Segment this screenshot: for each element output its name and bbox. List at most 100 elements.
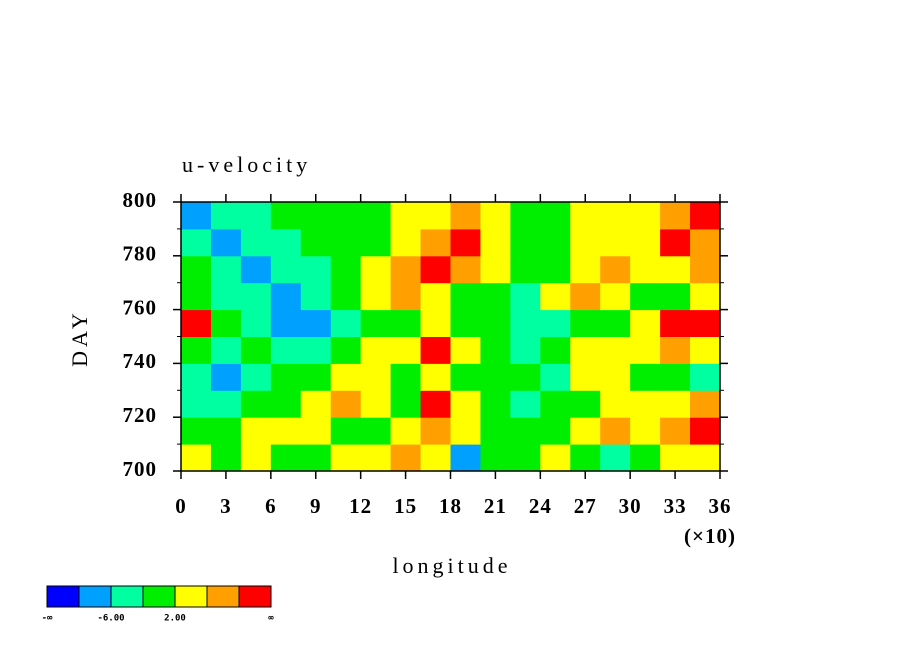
y-axis-label: DAY xyxy=(67,309,92,367)
cell xyxy=(690,336,721,364)
cell xyxy=(390,444,422,472)
cell xyxy=(570,444,601,472)
cell xyxy=(600,417,631,445)
cell xyxy=(660,309,691,337)
cell xyxy=(600,282,631,311)
x-tick-label: 12 xyxy=(349,494,372,518)
chart-title: u-velocity xyxy=(182,152,311,177)
cell xyxy=(420,444,451,472)
x-tick-label: 21 xyxy=(484,494,507,518)
cell xyxy=(181,228,212,257)
cell xyxy=(540,336,571,364)
cell xyxy=(390,390,422,418)
cell xyxy=(450,202,481,230)
cell xyxy=(420,363,451,391)
cell xyxy=(420,336,451,364)
cell xyxy=(510,417,541,445)
cell xyxy=(300,444,332,472)
x-tick-label: 27 xyxy=(574,494,597,518)
cell xyxy=(510,228,541,257)
cell xyxy=(450,390,481,418)
cell xyxy=(420,417,451,445)
cell xyxy=(240,390,272,418)
cell xyxy=(660,202,691,230)
cell xyxy=(540,417,571,445)
cell xyxy=(600,309,631,337)
cell xyxy=(540,390,571,418)
cell xyxy=(540,309,571,337)
colorbar-box xyxy=(174,585,208,608)
cell xyxy=(630,282,661,311)
cell xyxy=(600,444,631,472)
cell xyxy=(690,255,721,284)
cell xyxy=(630,417,661,445)
cell xyxy=(450,417,481,445)
cell xyxy=(570,228,601,257)
cell xyxy=(390,309,422,337)
cell xyxy=(630,336,661,364)
x-axis-label: longitude xyxy=(392,553,511,578)
cell xyxy=(510,282,541,311)
cell xyxy=(330,444,362,472)
cell xyxy=(360,417,392,445)
cell xyxy=(690,282,721,311)
cell xyxy=(360,202,392,230)
cell xyxy=(630,228,661,257)
colorbar-box xyxy=(206,585,240,608)
x-tick-label: 33 xyxy=(664,494,687,518)
cell xyxy=(420,309,451,337)
cell xyxy=(480,444,511,472)
cell xyxy=(690,202,721,230)
cell xyxy=(600,363,631,391)
cell xyxy=(690,417,721,445)
cell xyxy=(270,444,302,472)
cell xyxy=(270,417,302,445)
colorbar-box xyxy=(142,585,176,608)
colorbar-label: -∞ xyxy=(42,614,53,624)
x-tick-label: 9 xyxy=(310,494,322,518)
y-tick-label: 780 xyxy=(123,242,158,266)
cell xyxy=(570,363,601,391)
cell xyxy=(660,363,691,391)
cell xyxy=(540,282,571,311)
cell xyxy=(540,363,571,391)
cell xyxy=(390,202,422,230)
cell xyxy=(630,444,661,472)
cell xyxy=(300,228,332,257)
cell xyxy=(181,336,212,364)
cell xyxy=(360,336,392,364)
cell xyxy=(570,417,601,445)
cell xyxy=(570,282,601,311)
cell xyxy=(690,390,721,418)
cell xyxy=(570,255,601,284)
cell xyxy=(510,255,541,284)
cell xyxy=(181,417,212,445)
cell xyxy=(540,255,571,284)
cell xyxy=(450,336,481,364)
cell xyxy=(360,228,392,257)
cell xyxy=(480,363,511,391)
cell xyxy=(240,228,272,257)
axes xyxy=(173,194,728,479)
x-tick-label: 6 xyxy=(265,494,277,518)
cell xyxy=(600,202,631,230)
cell xyxy=(420,282,451,311)
cell xyxy=(510,444,541,472)
cell xyxy=(360,309,392,337)
cell xyxy=(480,202,511,230)
colorbar-box xyxy=(78,585,112,608)
cell xyxy=(360,255,392,284)
x-tick-label: 18 xyxy=(439,494,462,518)
cell xyxy=(660,444,691,472)
x-tick-label: 0 xyxy=(175,494,187,518)
cell xyxy=(510,309,541,337)
cell xyxy=(690,363,721,391)
cell xyxy=(660,228,691,257)
cell xyxy=(210,255,242,284)
cell xyxy=(330,336,362,364)
cell xyxy=(270,363,302,391)
cell xyxy=(480,417,511,445)
colorbar-label: ∞ xyxy=(268,614,274,624)
cell xyxy=(240,444,272,472)
